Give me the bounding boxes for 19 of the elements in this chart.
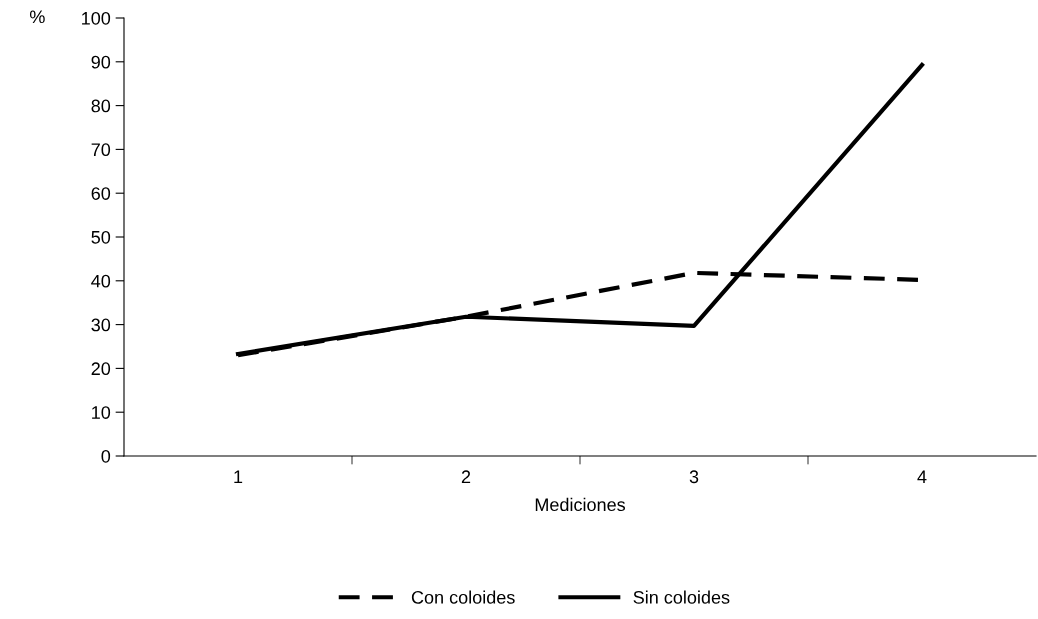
x-tick-label: 1 [234,470,243,483]
y-tick-label: 20 [91,362,111,376]
x-axis-title: Mediciones [535,497,626,512]
y-tick-label: 40 [91,274,111,288]
y-tick-label: 90 [91,55,111,69]
y-tick-label: 50 [91,230,111,244]
y-tick-label: 60 [91,187,111,200]
y-tick-label: 100 [82,11,111,25]
y-tick-label: 0 [101,449,111,463]
x-tick-label: 2 [461,470,471,483]
x-tick-label: 4 [917,470,927,483]
y-tick-label: 10 [92,406,111,419]
y-tick-label: 30 [91,318,111,332]
y-tick-label: 80 [91,99,111,113]
legend-label: Con coloides [411,590,515,604]
y-axis-title: % [29,10,45,24]
legend-label: Sin coloides [633,590,730,604]
x-tick-label: 3 [689,470,699,484]
y-tick-label: 70 [91,143,111,157]
